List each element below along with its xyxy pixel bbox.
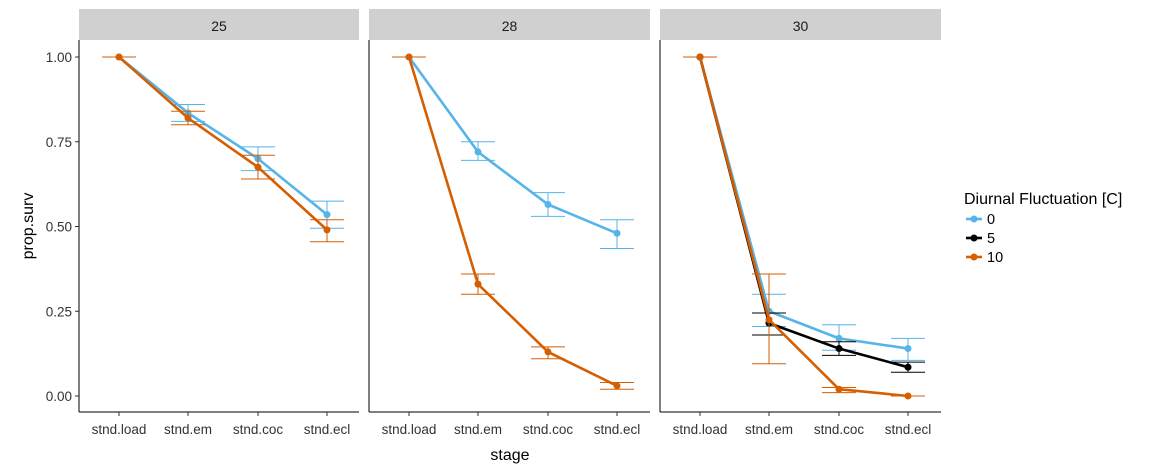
series-line: [407, 55, 619, 235]
x-tick-label: stnd.ecl: [304, 422, 351, 437]
legend-label: 5: [987, 231, 995, 247]
facet-strip: [369, 9, 650, 40]
legend-key-point: [970, 215, 978, 223]
x-tick-label: stnd.coc: [233, 422, 284, 437]
series-line: [117, 55, 329, 232]
data-point: [835, 385, 843, 393]
data-point: [835, 334, 843, 342]
x-tick-label: stnd.load: [92, 422, 147, 437]
data-point: [904, 345, 912, 353]
legend-title: Diurnal Fluctuation [C]: [964, 191, 1122, 208]
x-tick-label: stnd.em: [745, 422, 793, 437]
facet-strip-label: 30: [793, 18, 809, 34]
x-tick-label: stnd.load: [673, 422, 728, 437]
data-point: [765, 316, 773, 324]
data-point: [613, 382, 621, 390]
y-axis-title: prop.surv: [20, 193, 37, 260]
x-tick-label: stnd.em: [454, 422, 502, 437]
data-point: [323, 211, 331, 219]
data-point: [405, 53, 413, 61]
data-point: [184, 114, 192, 122]
facet-strip: [79, 9, 359, 40]
data-point: [474, 280, 482, 288]
y-tick-label: 0.25: [46, 304, 72, 319]
data-point: [474, 148, 482, 156]
y-tick-label: 0.75: [46, 135, 72, 150]
x-tick-label: stnd.ecl: [594, 422, 641, 437]
data-point: [835, 345, 843, 353]
series-line: [407, 55, 619, 388]
legend-label: 10: [987, 250, 1003, 266]
data-point: [115, 53, 123, 61]
legend-label: 0: [987, 212, 995, 228]
x-axis-title: stage: [490, 447, 529, 464]
legend-key-point: [970, 253, 978, 261]
facet-strip: [660, 9, 941, 40]
y-tick-label: 1.00: [46, 50, 72, 65]
series-line: [698, 55, 910, 350]
x-tick-label: stnd.ecl: [885, 422, 932, 437]
x-tick-label: stnd.load: [382, 422, 437, 437]
data-point: [544, 348, 552, 356]
legend-key-point: [970, 234, 978, 242]
y-tick-label: 0.50: [46, 220, 72, 235]
data-point: [254, 163, 262, 171]
x-tick-label: stnd.em: [164, 422, 212, 437]
series-line: [117, 55, 329, 216]
series-line: [698, 55, 910, 369]
data-point: [544, 200, 552, 208]
facet-strip-label: 25: [211, 18, 227, 34]
data-point: [323, 226, 331, 234]
x-tick-label: stnd.coc: [814, 422, 865, 437]
x-tick-label: stnd.coc: [523, 422, 574, 437]
y-tick-label: 0.00: [46, 389, 72, 404]
data-point: [904, 392, 912, 400]
data-point: [696, 53, 704, 61]
data-point: [904, 363, 912, 371]
facet-strip-label: 28: [502, 18, 518, 34]
data-point: [613, 229, 621, 237]
series-line: [698, 55, 910, 398]
